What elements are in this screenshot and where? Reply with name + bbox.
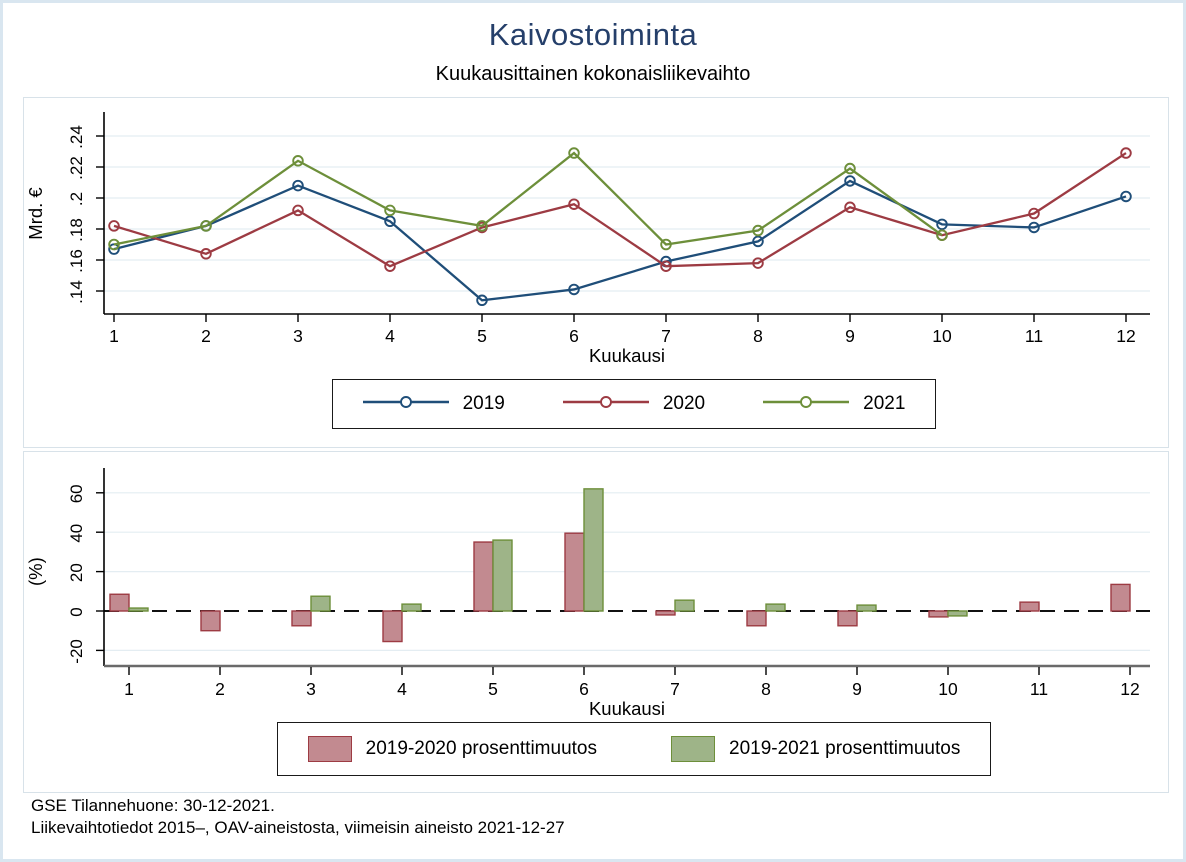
svg-text:0: 0 (67, 607, 86, 616)
svg-text:20: 20 (67, 563, 86, 582)
svg-text:7: 7 (661, 326, 671, 346)
bars-2019-2021-prosenttimuutos (128, 488, 968, 617)
svg-text:7: 7 (670, 679, 680, 699)
legend-label-2019: 2019 (462, 393, 505, 414)
revenue-line-panel: .14.16.18.2.22.24 Mrd. €1 2 3 4 5 6 7 8 9 10 11 12 Ku… (23, 97, 1169, 448)
svg-text:9: 9 (845, 326, 855, 346)
svg-text:2: 2 (201, 326, 211, 346)
svg-text:(%): (%) (25, 557, 46, 586)
svg-text:1: 1 (109, 326, 119, 346)
svg-text:.14: .14 (67, 280, 86, 304)
svg-text:11: 11 (1030, 679, 1048, 699)
svg-text:Kuukausi: Kuukausi (589, 698, 665, 716)
svg-text:3: 3 (306, 679, 316, 699)
series-2021 (108, 147, 948, 251)
y-axis: -20 0 20 40 60 (%) (25, 468, 105, 666)
svg-text:10: 10 (938, 679, 958, 699)
gridlines (104, 492, 1150, 651)
svg-text:.22: .22 (67, 156, 86, 180)
y-axis: .14 .16 .18 .2 .22 .24 Mrd. € (25, 112, 105, 314)
footer-line-2: Liikevaihtotiedot 2015–, OAV-aineistosta… (31, 818, 565, 838)
svg-text:6: 6 (579, 679, 589, 699)
legend-item-2019-2020: 2019-2020 prosenttimuutos (307, 736, 597, 762)
svg-text:5: 5 (477, 326, 487, 346)
swatch-2019-2021 (671, 736, 715, 762)
legend-line-icon (562, 395, 649, 408)
page-subtitle: Kuukausittainen kokonaisliikevaihto (435, 63, 751, 85)
bar-legend: 2019-2020 prosenttimuutos 2019-2021 pros… (276, 722, 992, 776)
swatch-2019-2020 (307, 736, 352, 762)
legend-line-icon (763, 395, 850, 408)
svg-text:-20: -20 (67, 639, 86, 664)
series-2019 (108, 175, 1132, 307)
page-title: Kaivostoiminta (488, 17, 698, 52)
svg-text:4: 4 (397, 679, 407, 699)
percent-bar-panel: -20 0 20 40 60 (%) 1 2 3 4 5 6 7 8 9 10 11 12 Kuukausi 201… (23, 451, 1169, 793)
line-sample-2020 (562, 394, 649, 415)
legend-line-icon (362, 395, 449, 408)
legend-item-2020: 2020 (562, 393, 706, 415)
svg-text:.16: .16 (67, 249, 86, 273)
bars-2019-2020-prosenttimuutos (109, 532, 1131, 643)
svg-text:2: 2 (215, 679, 225, 699)
legend-item-2019: 2019 (362, 393, 505, 415)
footer-note: GSE Tilannehuone: 30-12-2021. Liikevaiht… (31, 795, 565, 839)
svg-text:12: 12 (1116, 326, 1135, 346)
line-sample-2021 (763, 394, 850, 415)
svg-text:9: 9 (852, 679, 862, 699)
legend-item-2019-2021: 2019-2021 prosenttimuutos (671, 736, 960, 762)
svg-text:60: 60 (67, 484, 86, 503)
bar-legend-row: 2019-2020 prosenttimuutos 2019-2021 pros… (104, 722, 1164, 776)
svg-text:.18: .18 (67, 218, 86, 242)
svg-text:Kuukausi: Kuukausi (589, 345, 665, 366)
svg-text:.2: .2 (67, 192, 86, 206)
svg-text:11: 11 (1025, 326, 1043, 346)
footer-line-1: GSE Tilannehuone: 30-12-2021. (31, 796, 275, 815)
svg-text:8: 8 (761, 679, 771, 699)
legend-label-2021: 2021 (863, 393, 906, 414)
svg-text:Mrd. €: Mrd. € (25, 187, 46, 240)
svg-text:12: 12 (1120, 679, 1139, 699)
svg-text:40: 40 (67, 524, 86, 543)
gridlines (104, 135, 1150, 292)
svg-text:10: 10 (932, 326, 952, 346)
legend-label-2019-2021: 2019-2021 prosenttimuutos (729, 738, 961, 759)
line-legend-row: 2019 2020 2021 (104, 379, 1164, 429)
legend-label-2019-2020: 2019-2020 prosenttimuutos (365, 738, 597, 759)
svg-text:.24: .24 (67, 125, 86, 149)
svg-text:6: 6 (569, 326, 579, 346)
legend-label-2020: 2020 (662, 393, 706, 414)
line-legend: 2019 2020 2021 (331, 379, 937, 429)
svg-text:1: 1 (124, 679, 134, 699)
svg-text:4: 4 (385, 326, 395, 346)
line-sample-2019 (362, 394, 449, 415)
legend-item-2021: 2021 (763, 393, 905, 415)
svg-text:5: 5 (488, 679, 498, 699)
svg-text:3: 3 (293, 326, 303, 346)
svg-text:8: 8 (753, 326, 763, 346)
